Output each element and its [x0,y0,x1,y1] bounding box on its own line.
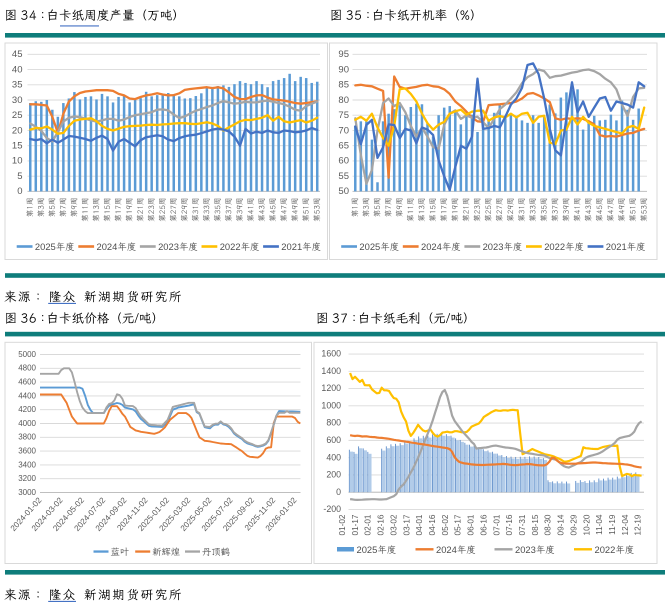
svg-text:12-19: 12-19 [634,514,643,535]
svg-text:04-01: 04-01 [415,514,424,535]
svg-text:5: 5 [17,171,22,182]
svg-text:2025: 2025 [357,544,378,555]
svg-text:01-17: 01-17 [351,514,360,535]
svg-text:85: 85 [338,80,349,91]
svg-text:80: 80 [338,95,349,106]
svg-text:10: 10 [12,156,23,167]
svg-text:65: 65 [338,141,349,152]
svg-text:40: 40 [12,64,23,75]
svg-text:15: 15 [12,141,23,152]
svg-text:03-17: 03-17 [402,514,411,535]
svg-text:-200: -200 [323,504,341,514]
svg-text:1400: 1400 [321,366,341,376]
svg-text:30: 30 [12,95,23,106]
svg-text:2024: 2024 [97,241,118,252]
svg-text:25: 25 [12,110,23,121]
svg-text:06-01: 06-01 [467,514,476,535]
svg-text:2024: 2024 [421,241,442,252]
svg-text:11-19: 11-19 [608,514,617,535]
svg-text:06-16: 06-16 [479,514,488,535]
svg-text:1200: 1200 [321,383,341,393]
svg-text:3800: 3800 [18,433,36,442]
svg-text:35: 35 [12,80,23,91]
svg-text:05-17: 05-17 [454,514,463,535]
svg-text:07-16: 07-16 [505,514,514,535]
svg-text:45: 45 [12,49,23,60]
svg-text:2022: 2022 [544,241,565,252]
svg-text:4400: 4400 [18,391,36,400]
svg-text:2025: 2025 [359,241,380,252]
svg-text:03-02: 03-02 [389,514,398,535]
svg-text:3000: 3000 [18,488,36,497]
svg-text:50: 50 [338,186,349,197]
svg-text:07-01: 07-01 [492,514,501,535]
svg-text:08-15: 08-15 [531,514,540,535]
svg-text:4000: 4000 [18,419,36,428]
svg-text:400: 400 [326,452,341,462]
svg-text:2023: 2023 [483,241,504,252]
svg-text:02-16: 02-16 [377,514,386,535]
svg-text:60: 60 [338,156,349,167]
svg-text:1600: 1600 [321,349,341,359]
svg-text:2023: 2023 [515,544,536,555]
svg-text:4200: 4200 [18,405,36,414]
svg-text:2022: 2022 [595,544,616,555]
svg-text:07-31: 07-31 [518,514,527,535]
svg-text:05-02: 05-02 [441,514,450,535]
svg-text:2021: 2021 [281,241,302,252]
svg-text:75: 75 [338,110,349,121]
svg-text:09-29: 09-29 [569,514,578,535]
svg-text:95: 95 [338,49,349,60]
svg-text:2022: 2022 [220,241,241,252]
svg-text:3400: 3400 [18,460,36,469]
svg-text:2024: 2024 [436,544,457,555]
svg-text:55: 55 [338,171,349,182]
svg-text:5000: 5000 [18,350,36,359]
svg-text:800: 800 [326,418,341,428]
svg-text:2021: 2021 [606,241,627,252]
svg-text:0: 0 [336,487,341,497]
svg-text:01-02: 01-02 [338,514,347,535]
svg-text:4800: 4800 [18,364,36,373]
svg-text:1000: 1000 [321,400,341,410]
svg-text:12-04: 12-04 [621,514,630,535]
svg-text:11-04: 11-04 [595,514,604,535]
svg-text:0: 0 [17,186,22,197]
svg-text:200: 200 [326,470,341,480]
svg-text:02-01: 02-01 [364,514,373,535]
svg-text:08-30: 08-30 [544,514,553,535]
svg-text:09-14: 09-14 [557,514,566,535]
svg-text:600: 600 [326,435,341,445]
svg-text:3600: 3600 [18,447,36,456]
svg-text:3200: 3200 [18,474,36,483]
svg-text:2023: 2023 [158,241,179,252]
svg-text:90: 90 [338,64,349,75]
svg-text:4600: 4600 [18,378,36,387]
svg-text:20: 20 [12,125,23,136]
svg-text:70: 70 [338,125,349,136]
svg-text:10-20: 10-20 [582,514,591,535]
svg-text:2025: 2025 [35,241,56,252]
svg-text:04-16: 04-16 [428,514,437,535]
